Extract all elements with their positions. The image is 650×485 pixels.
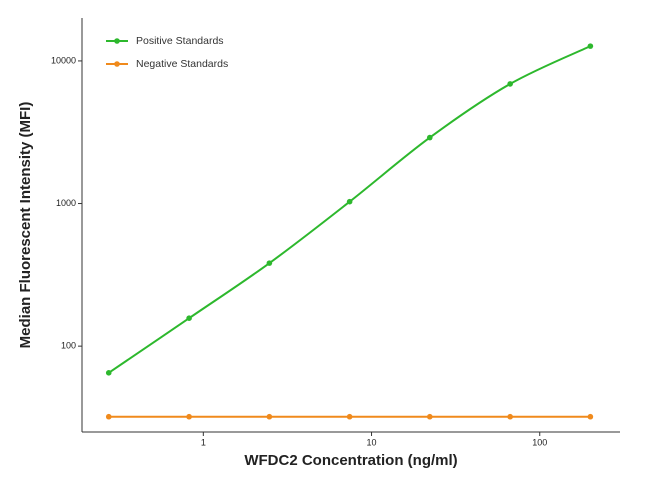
- legend-marker: [114, 61, 120, 67]
- data-point: [266, 260, 273, 266]
- data-point: [266, 413, 273, 420]
- data-point: [186, 315, 192, 322]
- data-point: [587, 43, 594, 49]
- series-line: [108, 45, 591, 374]
- y-axis-title: Median Fluorescent Intensity (MFI): [17, 102, 34, 349]
- x-tick-label: 100: [532, 437, 547, 447]
- data-point: [426, 134, 433, 141]
- data-point: [507, 413, 513, 420]
- y-tick-label: 10000: [51, 55, 76, 65]
- data-point: [346, 198, 353, 205]
- y-tick-label: 1000: [56, 198, 76, 208]
- data-point: [346, 413, 353, 420]
- data-point: [426, 413, 433, 420]
- x-tick-label: 10: [367, 437, 377, 447]
- x-tick-label: 1: [201, 437, 206, 447]
- data-point: [507, 81, 513, 87]
- data-point: [105, 413, 112, 420]
- legend-marker: [114, 38, 120, 44]
- x-axis-title: WFDC2 Concentration (ng/ml): [244, 452, 457, 469]
- data-point: [105, 370, 112, 376]
- data-point: [587, 413, 594, 420]
- legend-text: Negative Standards: [136, 58, 228, 70]
- legend-text: Positive Standards: [136, 35, 224, 47]
- data-point: [186, 413, 192, 420]
- y-tick-label: 100: [61, 341, 76, 351]
